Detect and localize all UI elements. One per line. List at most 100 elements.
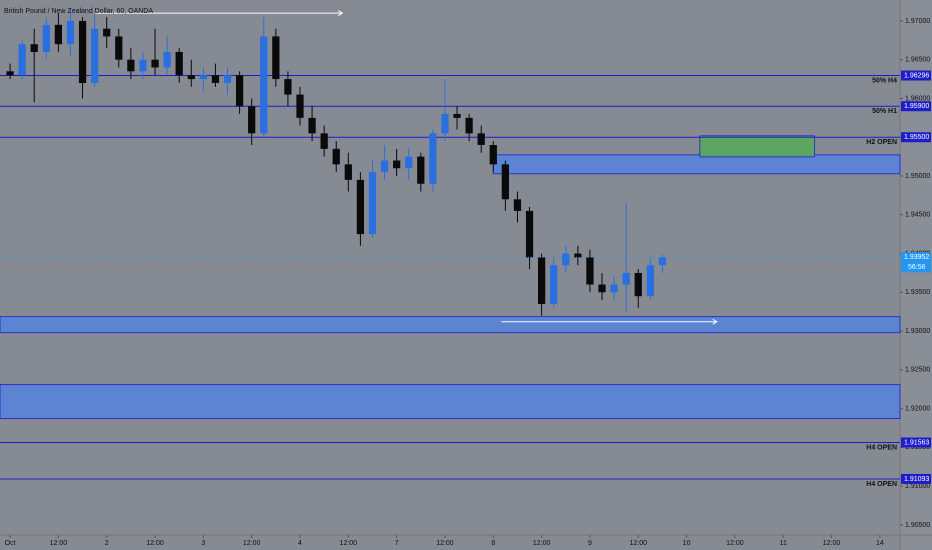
countdown-label: 56:56 xyxy=(908,264,926,271)
candle-body xyxy=(115,36,123,60)
price-tag-label: 1.95500 xyxy=(904,134,929,141)
y-tick-label: 1.92000 xyxy=(905,405,930,412)
x-tick-label: 12:00 xyxy=(629,540,647,547)
candle-body xyxy=(187,75,195,80)
candle-body xyxy=(562,253,570,266)
candle-body xyxy=(574,253,582,258)
y-tick-label: 1.97000 xyxy=(905,18,930,25)
candle-body xyxy=(368,172,377,235)
x-tick-label: 12:00 xyxy=(146,540,164,547)
x-tick-label: 3 xyxy=(201,540,205,547)
candle-body xyxy=(127,59,135,72)
candle-body xyxy=(296,94,304,118)
y-tick-label: 1.96000 xyxy=(905,95,930,102)
price-tag-label: 1.96296 xyxy=(904,72,929,79)
candle-body xyxy=(78,20,87,83)
x-tick-label: 11 xyxy=(780,540,787,547)
price-tag-label: 1.91093 xyxy=(904,476,929,483)
arrow-head xyxy=(338,10,344,17)
x-tick-label: 12:00 xyxy=(726,540,744,547)
candle-body xyxy=(622,272,630,285)
price-tag-label: 1.95900 xyxy=(904,103,929,110)
candle-body xyxy=(598,284,606,293)
y-tick-label: 1.92500 xyxy=(905,367,930,374)
candle-body xyxy=(646,265,654,297)
candle-body xyxy=(441,113,449,134)
candle-body xyxy=(175,51,183,76)
price-tag xyxy=(901,132,931,143)
zone xyxy=(699,135,816,158)
x-tick-label: 4 xyxy=(298,540,302,547)
candle-body xyxy=(284,79,292,95)
level-label: H4 OPEN xyxy=(866,481,897,488)
candle-body xyxy=(320,133,328,149)
candle-body xyxy=(537,257,546,304)
level-label: H2 OPEN xyxy=(866,139,897,146)
x-tick-label: 12:00 xyxy=(340,540,358,547)
candle-body xyxy=(501,164,509,200)
candle-body xyxy=(405,156,413,169)
candle-body xyxy=(235,75,244,107)
zone xyxy=(0,384,901,420)
y-tick-label: 1.94500 xyxy=(905,212,930,219)
x-tick-label: 12:00 xyxy=(533,540,551,547)
x-tick-label: 2 xyxy=(105,540,109,547)
x-tick-label: 14 xyxy=(876,540,884,547)
candle-body xyxy=(658,257,667,266)
y-tick-label: 1.96500 xyxy=(905,57,930,64)
price-axis-panel xyxy=(900,0,932,550)
level-label: H4 OPEN xyxy=(866,444,897,451)
candle-body xyxy=(103,28,111,37)
candle-body xyxy=(211,75,220,83)
candle-body xyxy=(586,257,594,285)
current-price-label: 1.93952 xyxy=(904,254,929,261)
candle-body xyxy=(513,199,522,211)
x-tick-label: 8 xyxy=(491,540,495,547)
candle-body xyxy=(634,272,642,297)
candle-body xyxy=(477,133,485,145)
price-tag xyxy=(901,101,931,112)
candle-body xyxy=(223,75,232,83)
candle-body xyxy=(30,44,38,52)
zone xyxy=(492,154,901,175)
price-tag xyxy=(901,437,931,448)
candle-body xyxy=(248,106,256,134)
candle-body xyxy=(344,164,352,180)
x-tick-label: Oct xyxy=(5,540,16,547)
candle-body xyxy=(465,117,473,134)
x-tick-label: 12:00 xyxy=(823,540,841,547)
price-tag xyxy=(901,70,931,81)
price-tag xyxy=(901,473,931,484)
candle-body xyxy=(525,210,534,258)
y-tick-label: 1.91500 xyxy=(905,444,930,451)
candle-body xyxy=(163,51,171,68)
y-tick-label: 1.91000 xyxy=(905,483,930,490)
candle-body xyxy=(199,75,207,80)
candle-body xyxy=(272,36,280,80)
candle-body xyxy=(151,59,159,68)
candle-body xyxy=(6,71,14,76)
x-tick-label: 12:00 xyxy=(50,540,68,547)
price-tag-label: 1.91563 xyxy=(904,439,929,446)
candle-body xyxy=(308,117,316,134)
level-label: 50% H1 xyxy=(872,108,897,115)
level-label: 50% H4 xyxy=(872,77,897,84)
candle-body xyxy=(18,44,26,76)
zone xyxy=(0,316,901,334)
x-tick-label: 7 xyxy=(395,540,399,547)
candle-body xyxy=(610,284,618,293)
candle-body xyxy=(91,28,99,83)
candle-body xyxy=(66,20,75,45)
y-tick-label: 1.90500 xyxy=(905,522,930,529)
candle-body xyxy=(489,144,497,165)
y-tick-label: 1.95000 xyxy=(905,173,930,180)
x-tick-label: 12:00 xyxy=(243,540,261,547)
current-price-tag xyxy=(901,252,931,273)
candle-body xyxy=(139,59,147,72)
chart-title: British Pound / New Zealand Dollar, 60, … xyxy=(4,8,153,15)
x-tick-label: 9 xyxy=(588,540,592,547)
candle-body xyxy=(356,179,365,235)
y-tick-label: 1.93500 xyxy=(905,289,930,296)
